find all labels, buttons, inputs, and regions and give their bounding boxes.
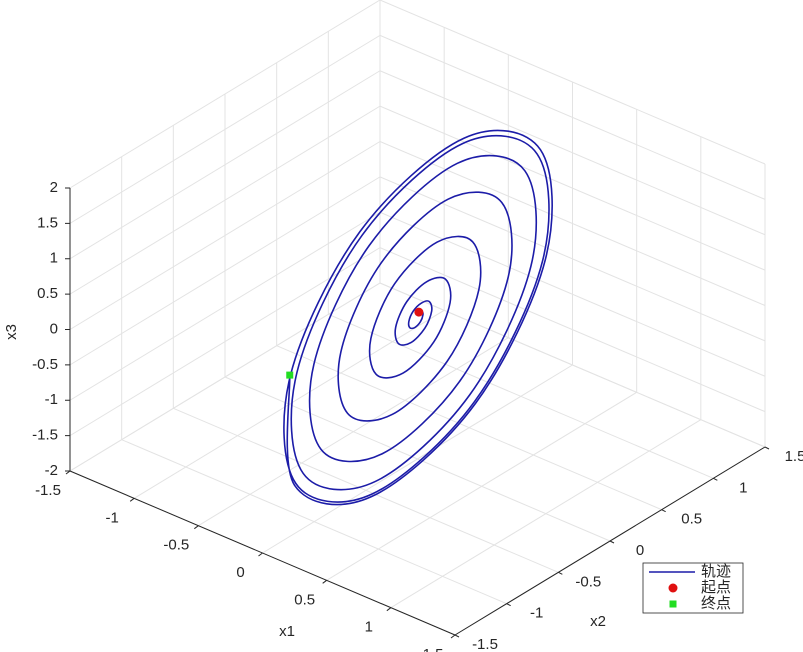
grid-line	[69, 176, 381, 366]
grid-line	[328, 313, 714, 479]
plot-area	[283, 129, 553, 506]
x-tick-label: 0	[236, 564, 244, 581]
x-tick	[129, 497, 135, 502]
grid-line	[69, 105, 381, 295]
x-tick	[386, 607, 392, 612]
x-axis-label: x1	[279, 623, 295, 640]
z-tick-label: -1.5	[32, 427, 58, 444]
legend-label: 轨迹	[701, 563, 731, 580]
y-tick	[609, 540, 615, 544]
y-tick-label: -0.5	[575, 573, 601, 590]
grid-line	[379, 105, 766, 271]
trajectory-line	[283, 129, 553, 506]
grid-line	[69, 247, 381, 437]
y-tick	[558, 571, 563, 575]
y-tick-label: -1.5	[472, 636, 498, 652]
grid-line	[69, 34, 381, 224]
grid-line	[69, 211, 381, 401]
labels: x1 x2 x3 -1.5 -1 -0.5 0 0.5 1 1.5 -1.5 -1 -0.5 0 0.…	[3, 179, 803, 652]
legend-label: 起点	[701, 579, 731, 596]
x-tick-label: -1	[105, 509, 118, 526]
z-tick-label: 0.5	[37, 285, 58, 302]
x-tick-label: 0.5	[294, 591, 315, 608]
z-tick-label: -0.5	[32, 356, 58, 373]
grid-line	[379, 282, 766, 448]
z-tick-label: 2	[50, 179, 58, 196]
grid-line	[69, 282, 381, 472]
x-tick	[450, 634, 456, 639]
y-tick	[713, 477, 718, 481]
x-tick	[258, 552, 263, 557]
grid-line	[69, 141, 381, 330]
x-tick-label: 1	[365, 619, 373, 636]
z-axis-label: x3	[3, 324, 20, 340]
grid-line	[379, 141, 766, 306]
grid-line	[173, 407, 559, 573]
y-tick	[454, 634, 460, 638]
y-tick-label: 1	[739, 479, 747, 496]
x-tick	[322, 579, 327, 584]
y-tick-label: 0	[636, 542, 644, 559]
grid-line	[379, 247, 766, 413]
legend-swatch	[669, 600, 677, 608]
grid-line	[379, 176, 766, 342]
grid-line	[379, 0, 766, 165]
y-tick-label: -1	[530, 605, 543, 622]
x-tick	[194, 525, 199, 530]
z-tick-label: -1	[45, 391, 58, 408]
axes	[65, 187, 770, 639]
grid-line	[379, 70, 766, 236]
grid-line	[379, 34, 766, 200]
z-tick-label: -2	[45, 462, 58, 479]
grid-line	[121, 439, 507, 605]
y-tick	[506, 603, 511, 607]
x-tick-label: -1.5	[35, 482, 61, 499]
legend-swatch	[668, 583, 678, 593]
z-tick-label: 0	[50, 320, 58, 337]
x-tick-label: 1.5	[423, 646, 444, 652]
z-tick-label: 1.5	[37, 214, 58, 231]
grid-line	[69, 0, 381, 189]
start-marker	[414, 307, 424, 317]
y-axis-label: x2	[590, 613, 606, 630]
y-tick-label: 0.5	[681, 511, 702, 528]
grid-line	[69, 70, 381, 260]
z-tick-label: 1	[50, 250, 58, 267]
grid-line	[276, 345, 662, 511]
y-tick	[661, 509, 666, 513]
legend-label: 终点	[701, 595, 731, 612]
x-tick-label: -0.5	[163, 537, 189, 554]
end-marker	[286, 371, 294, 379]
y-tick-label: 1.5	[785, 448, 803, 465]
y-tick	[764, 446, 770, 450]
